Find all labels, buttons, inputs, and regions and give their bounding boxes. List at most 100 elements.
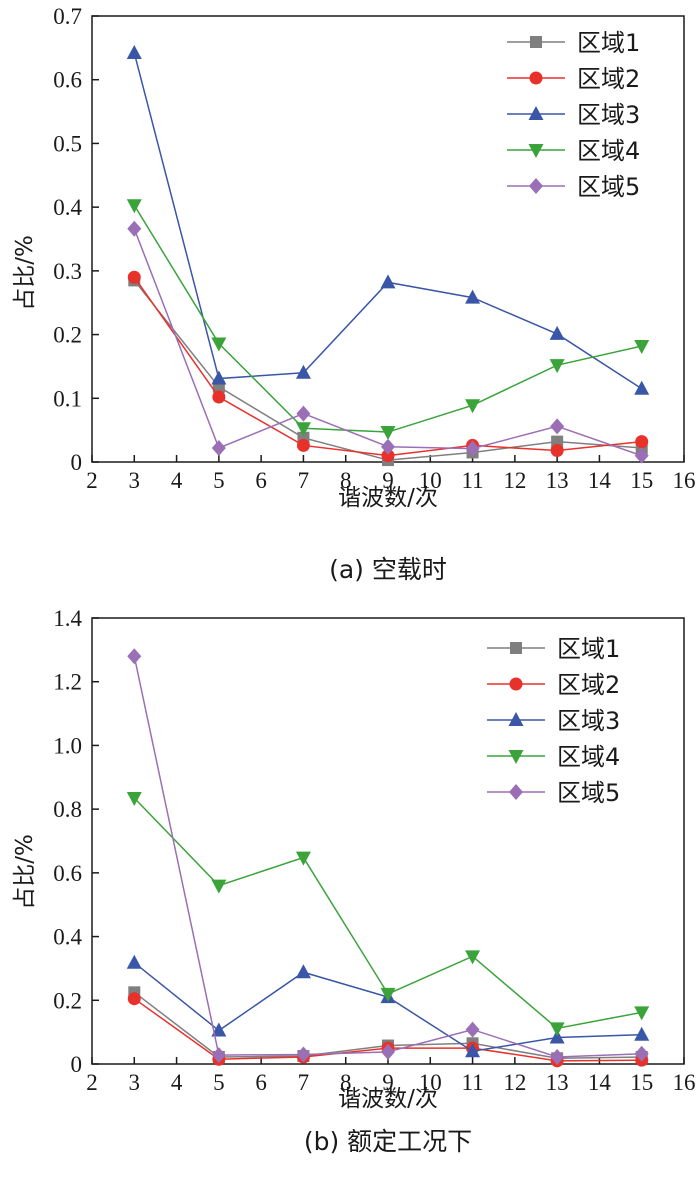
chart-no-load: 2 3 4 5 6 7 8 9 10 11 12 13 14 15 16 00.10.20.30.40.50…: [12, 4, 696, 584]
legend-label: 区域3: [557, 707, 620, 735]
x-tick-label: 16: [673, 468, 696, 493]
data-point: [550, 1048, 565, 1065]
y-tick-label: 0.4: [53, 925, 82, 950]
x-tick-label: 5: [213, 468, 225, 493]
y-tick-label: 0.5: [53, 131, 82, 156]
data-point: [550, 444, 564, 458]
x-tick-label: 7: [298, 468, 310, 493]
data-point: [381, 438, 395, 455]
chart-caption: (a) 空载时: [329, 555, 447, 584]
y-tick-label: 1.4: [53, 606, 82, 631]
data-point: [634, 447, 649, 464]
legend-label: 区域2: [577, 65, 640, 93]
legend-label: 区域5: [577, 173, 640, 201]
data-point: [465, 289, 481, 304]
data-point: [465, 1043, 481, 1058]
data-point: [211, 1022, 227, 1037]
series-line: [133, 228, 642, 457]
series-line: [133, 52, 643, 390]
data-point: [634, 340, 650, 355]
legend-marker: [509, 784, 523, 800]
legend-item: 区域3: [487, 707, 620, 735]
data-point: [127, 992, 141, 1006]
data-point: [381, 449, 395, 463]
data-point: [295, 851, 311, 866]
data-point: [126, 791, 142, 806]
series-5: [127, 220, 649, 464]
series-5: [127, 648, 649, 1065]
x-tick-label: 12: [503, 1070, 526, 1095]
data-point: [211, 337, 227, 352]
y-axis: 0 0.2 0.4 0.6 0.8 1.0 1.2 1.4: [53, 606, 99, 1077]
data-point: [550, 418, 565, 435]
y-tick-label: 0.1: [53, 386, 82, 411]
legend-marker: [529, 178, 543, 194]
x-axis: 2 3 4 5 6 7 8 9 10 11 12 13 14 15 16: [86, 1057, 696, 1095]
data-point: [635, 435, 649, 449]
y-tick-label: 0.4: [53, 195, 82, 220]
y-tick-label: 1.0: [53, 733, 82, 758]
x-tick-label: 11: [461, 1070, 483, 1095]
x-tick-label: 2: [86, 468, 98, 493]
x-tick-label: 14: [588, 1070, 612, 1095]
series-line: [133, 204, 642, 433]
x-axis-label: 谐波数/次: [338, 485, 438, 511]
x-tick-label: 9: [382, 468, 394, 493]
legend-label: 区域3: [577, 101, 640, 129]
x-tick-label: 15: [630, 468, 653, 493]
x-tick-label: 7: [298, 1070, 310, 1095]
x-tick-label: 15: [630, 1070, 653, 1095]
legend-item: 区域2: [487, 671, 620, 699]
x-tick-label: 4: [171, 1070, 183, 1095]
x-tick-label: 2: [86, 1070, 98, 1095]
legend-item: 区域1: [487, 635, 620, 663]
legend-marker: [508, 712, 524, 726]
y-tick-label: 0.8: [53, 797, 82, 822]
x-tick-label: 12: [503, 468, 526, 493]
data-point: [634, 380, 650, 395]
legend-label: 区域4: [557, 743, 620, 771]
legend-label: 区域2: [557, 671, 620, 699]
legend-marker: [530, 36, 542, 48]
legend-item: 区域4: [507, 137, 640, 165]
x-tick-label: 4: [171, 468, 183, 493]
x-tick-label: 11: [461, 468, 483, 493]
legend-marker: [528, 106, 544, 120]
y-tick-label: 0.2: [53, 988, 82, 1013]
data-point: [465, 440, 480, 457]
legend-item: 区域5: [507, 173, 640, 201]
x-tick-label: 13: [546, 1070, 569, 1095]
data-point: [126, 44, 142, 59]
y-tick-label: 1.2: [53, 670, 82, 695]
y-tick-label: 0.7: [53, 4, 82, 29]
series-3: [126, 44, 650, 395]
x-tick-label: 13: [546, 468, 569, 493]
legend-item: 区域5: [487, 779, 620, 807]
legend-label: 区域5: [557, 779, 620, 807]
legend-label: 区域1: [557, 635, 620, 663]
legend-item: 区域3: [507, 101, 640, 129]
legend-item: 区域4: [487, 743, 620, 771]
data-point: [549, 325, 565, 340]
legend-label: 区域4: [577, 137, 640, 165]
x-tick-label: 16: [673, 1070, 696, 1095]
series-layer: [126, 648, 650, 1068]
data-point: [380, 274, 396, 289]
legend-item: 区域2: [507, 65, 640, 93]
legend: 区域1 区域2 区域3 区域4 区域5: [507, 29, 640, 201]
data-point: [634, 1006, 650, 1021]
data-point: [211, 1047, 226, 1064]
y-axis-label: 占比/%: [12, 834, 38, 910]
data-point: [465, 399, 481, 414]
data-point: [551, 435, 564, 448]
x-tick-label: 3: [129, 1070, 141, 1095]
data-point: [380, 987, 396, 1002]
data-point: [295, 964, 311, 979]
series-line: [133, 962, 642, 1053]
series-4: [126, 791, 650, 1037]
y-tick-label: 0.6: [53, 861, 82, 886]
y-tick-label: 0.3: [53, 259, 82, 284]
legend-marker: [509, 677, 523, 691]
data-point: [295, 422, 311, 437]
data-point: [381, 1043, 395, 1060]
